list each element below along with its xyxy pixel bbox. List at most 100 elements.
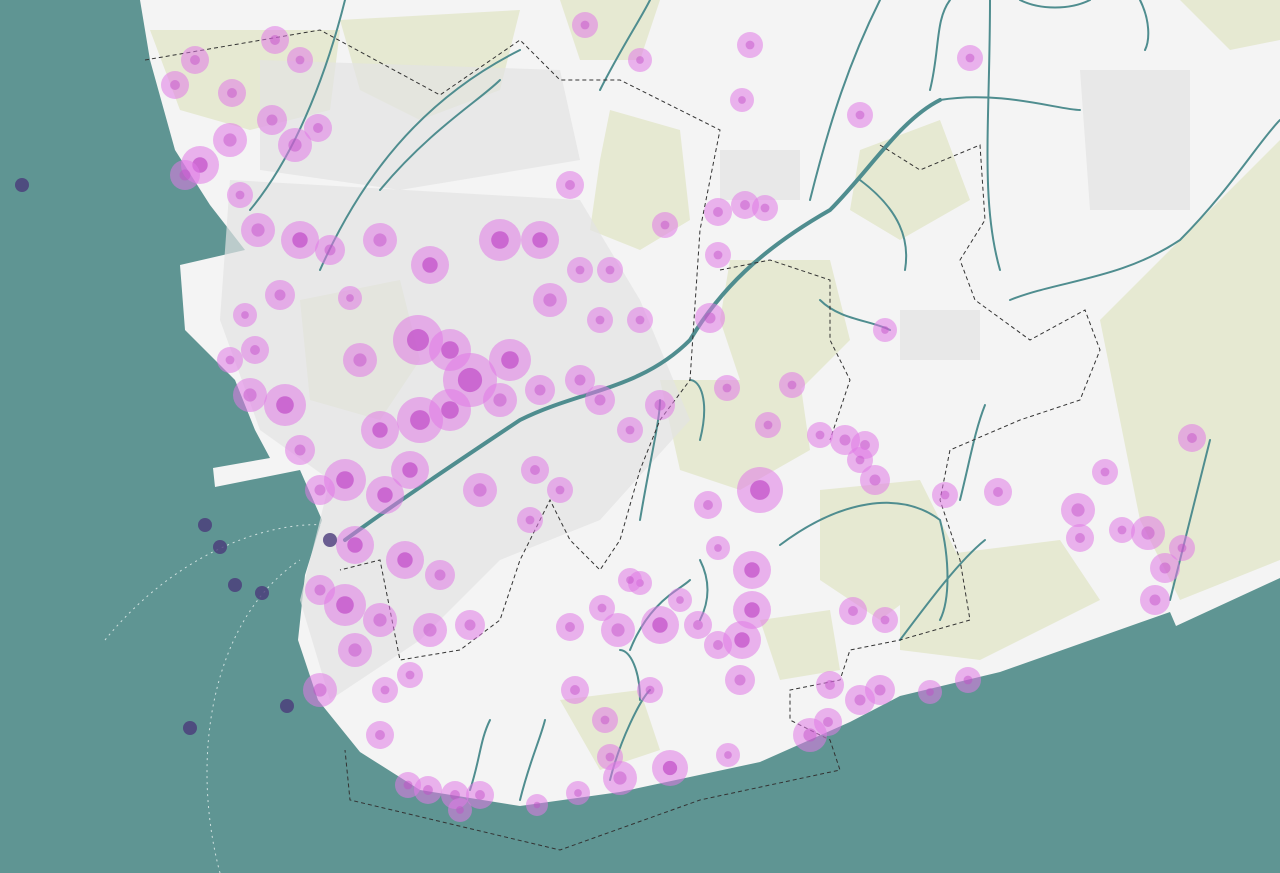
- river: [629, 579, 691, 651]
- hotspot: [403, 780, 413, 790]
- hotspot-halo: [315, 235, 345, 265]
- hotspot: [855, 110, 865, 120]
- hotspot: [501, 351, 519, 369]
- hotspot: [605, 752, 615, 762]
- hotspot: [314, 484, 326, 496]
- river: [319, 49, 521, 271]
- hotspot: [348, 643, 362, 657]
- offshore-point: [323, 533, 337, 547]
- hotspot-halo: [957, 45, 983, 71]
- hotspot-halo: [455, 610, 485, 640]
- hotspot: [713, 640, 723, 650]
- hotspot: [635, 315, 645, 325]
- hotspot: [491, 231, 509, 249]
- hotspot: [190, 55, 200, 65]
- hotspot: [441, 401, 459, 419]
- hotspot: [313, 683, 327, 697]
- hotspot-halo: [807, 422, 833, 448]
- hotspot: [722, 383, 732, 393]
- hotspot-halo: [525, 375, 555, 405]
- hotspot: [473, 483, 487, 497]
- hotspot: [405, 670, 415, 680]
- offshore-point: [213, 540, 227, 554]
- hotspot-halo: [285, 435, 315, 465]
- hotspot: [250, 345, 260, 355]
- hotspot-halo: [265, 280, 295, 310]
- offshore-arc-outer: [104, 524, 331, 641]
- hotspot: [874, 684, 886, 696]
- hotspot: [940, 490, 950, 500]
- hotspot-halo: [363, 223, 397, 257]
- hotspot-halo: [241, 213, 275, 247]
- hotspot: [825, 680, 835, 690]
- hotspot: [534, 384, 546, 396]
- river: [343, 98, 942, 542]
- hotspot: [1149, 594, 1161, 606]
- hotspot: [714, 544, 722, 552]
- hotspot-halo: [483, 383, 517, 417]
- hotspot: [270, 35, 280, 45]
- hotspot-halo: [704, 198, 732, 226]
- hotspot: [294, 444, 306, 456]
- hotspot-halo: [814, 708, 842, 736]
- hotspot-halo: [526, 794, 548, 816]
- hotspot-halo: [1169, 535, 1195, 561]
- hotspot: [660, 220, 670, 230]
- urban-area: [220, 180, 690, 700]
- hotspot: [750, 480, 770, 500]
- hotspot-halo: [565, 365, 595, 395]
- hotspot: [611, 623, 625, 637]
- hotspot-halo: [816, 671, 844, 699]
- hotspot: [375, 730, 385, 740]
- green-area: [660, 380, 810, 490]
- urban-area: [1080, 70, 1190, 210]
- hotspot: [1071, 503, 1085, 517]
- hotspot: [636, 56, 644, 64]
- hotspot: [288, 138, 302, 152]
- hotspot: [1100, 467, 1110, 477]
- river: [929, 0, 951, 91]
- hotspot-halo: [1131, 516, 1165, 550]
- hotspot: [595, 315, 605, 325]
- hotspot: [815, 430, 825, 440]
- green-area: [900, 540, 1100, 660]
- hotspot: [763, 420, 773, 430]
- offshore-arc-inner: [206, 559, 301, 873]
- hotspot: [373, 233, 387, 247]
- hotspot: [347, 537, 363, 553]
- hotspot-halo: [213, 123, 247, 157]
- hotspot-halo: [872, 607, 898, 633]
- hotspot-halo: [217, 347, 243, 373]
- hotspot-halo: [366, 721, 394, 749]
- hotspot-halo: [448, 798, 472, 822]
- hotspot: [645, 685, 655, 695]
- hotspot-halo: [1150, 553, 1180, 583]
- hotspot: [276, 396, 294, 414]
- hotspot: [525, 515, 535, 525]
- hotspot: [402, 462, 418, 478]
- hotspot: [839, 434, 851, 446]
- hotspot-halo: [627, 307, 653, 333]
- hotspot: [313, 123, 323, 133]
- hotspot-halo: [227, 182, 253, 208]
- river: [959, 404, 986, 501]
- river: [1139, 0, 1150, 51]
- hotspot-halo: [414, 776, 442, 804]
- hotspot: [963, 675, 973, 685]
- hotspot-halo: [233, 378, 267, 412]
- offshore-point: [228, 578, 242, 592]
- hotspot-halo: [257, 105, 287, 135]
- district-boundary: [719, 259, 851, 441]
- hotspot-halo: [597, 257, 623, 283]
- hotspot-halo: [705, 242, 731, 268]
- hotspot: [235, 190, 245, 200]
- hotspot-halo: [278, 128, 312, 162]
- hotspot-halo: [305, 575, 335, 605]
- hotspot: [179, 169, 191, 181]
- hotspot: [575, 265, 585, 275]
- urban-area: [720, 150, 800, 200]
- hotspot: [848, 606, 858, 616]
- hotspot: [869, 474, 881, 486]
- urban-area: [900, 310, 980, 360]
